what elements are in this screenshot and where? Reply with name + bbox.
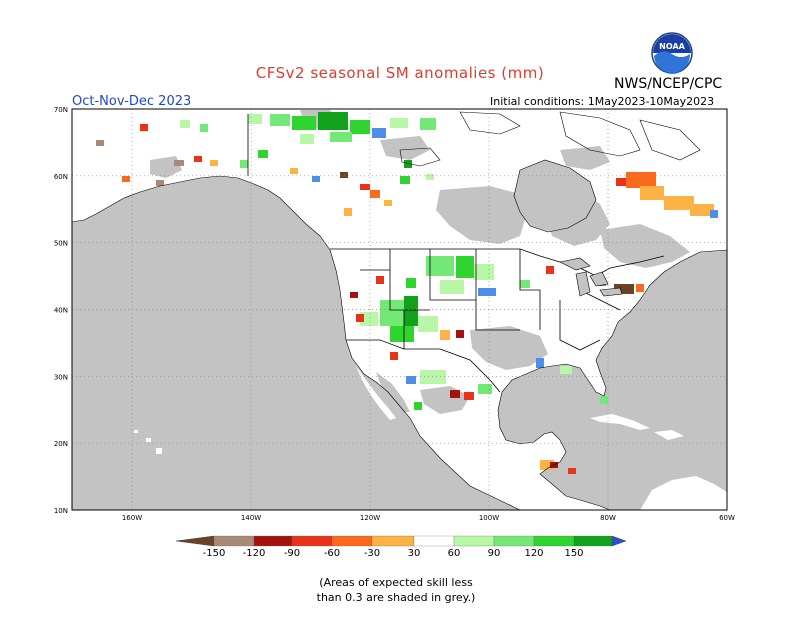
lat-label: 60N	[54, 173, 68, 181]
lon-label: 80W	[600, 514, 616, 522]
colorbar-segment	[453, 535, 495, 547]
lat-label: 10N	[54, 507, 68, 515]
latitude-labels: 70N 60N 50N 40N 30N 20N 10N	[54, 106, 68, 515]
arctic-islands	[399, 111, 701, 167]
land-hispaniola	[654, 430, 684, 440]
gulf-of-california	[376, 372, 410, 412]
land-cuba	[590, 414, 650, 430]
hudson-bay-outline	[513, 159, 597, 233]
anomaly-patches	[96, 112, 718, 474]
lon-label: 60W	[719, 514, 735, 522]
colorbar-segment	[371, 535, 415, 547]
colorbar-label: -30	[364, 548, 380, 559]
lon-label: 120W	[360, 514, 380, 522]
colorbar-segment	[533, 535, 575, 547]
low-skill-regions	[150, 110, 690, 414]
skill-note-line1: (Areas of expected skill less	[319, 576, 473, 589]
map-title: CFSv2 seasonal SM anomalies (mm)	[255, 64, 545, 82]
agency-label: NWS/NCEP/CPC	[614, 76, 723, 92]
colorbar-label: -90	[284, 548, 300, 559]
noaa-logo-icon: NOAA	[651, 32, 693, 74]
colorbar-label: 60	[448, 548, 461, 559]
lat-label: 20N	[54, 440, 68, 448]
graticule	[72, 109, 727, 510]
lat-label: 40N	[54, 307, 68, 315]
lon-label: 160W	[122, 514, 142, 522]
lon-label: 140W	[241, 514, 261, 522]
season-label: Oct-Nov-Dec 2023	[72, 94, 192, 109]
lat-label: 30N	[54, 373, 68, 381]
great-lakes	[559, 257, 623, 297]
colorbar-segment	[573, 535, 613, 547]
map-frame	[71, 108, 728, 511]
colorbar-arrow-right	[611, 535, 627, 547]
colorbar-segment	[331, 535, 373, 547]
lat-label: 50N	[54, 240, 68, 248]
colorbar-segment	[413, 535, 455, 547]
land-hawaii	[134, 430, 162, 454]
colorbar-label: -150	[203, 548, 226, 559]
land-baja	[356, 366, 396, 420]
land-greenland	[690, 109, 727, 150]
colorbar-label: 90	[488, 548, 501, 559]
colorbar-label: 150	[564, 548, 583, 559]
longitude-labels: 160W 140W 120W 100W 80W 60W	[122, 514, 735, 522]
colorbar-label: -120	[243, 548, 266, 559]
initial-conditions: Initial conditions: 1May2023-10May2023	[490, 95, 715, 108]
skill-note-line2: than 0.3 are shaded in grey.)	[316, 591, 476, 604]
colorbar-label: -60	[324, 548, 340, 559]
svg-text:NOAA: NOAA	[659, 42, 685, 51]
colorbar-segment	[213, 535, 255, 547]
colorbar-segment	[253, 535, 293, 547]
colorbar-label: 30	[408, 548, 421, 559]
colorbar-label: 120	[524, 548, 543, 559]
colorbar-segment	[291, 535, 333, 547]
coastline	[72, 175, 727, 510]
colorbar-arrow-left	[175, 535, 215, 547]
lat-label: 70N	[54, 106, 68, 114]
colorbar-segment	[493, 535, 535, 547]
lon-label: 100W	[479, 514, 499, 522]
land-south-america	[640, 476, 727, 510]
